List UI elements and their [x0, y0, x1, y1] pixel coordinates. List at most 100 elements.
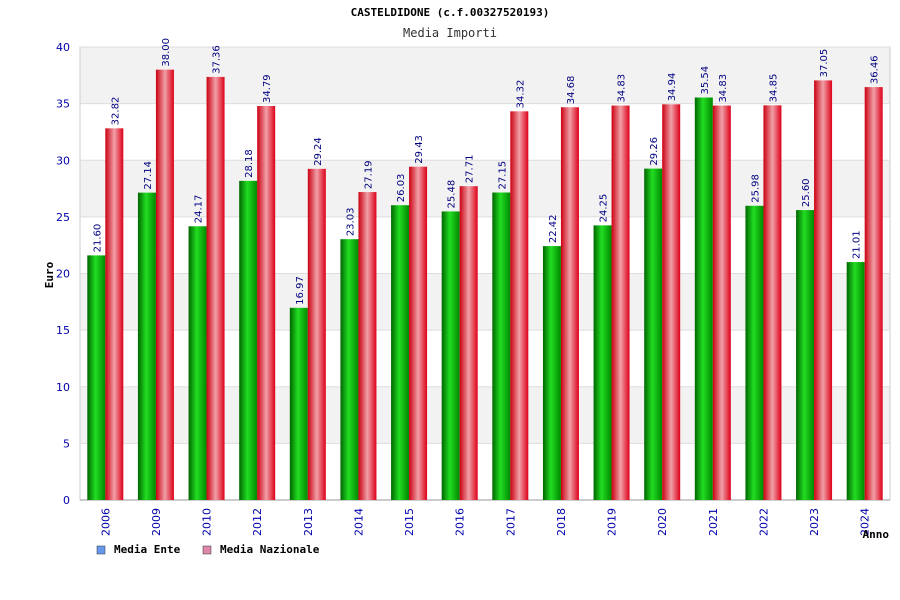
x-tick-label: 2022 — [757, 508, 770, 536]
x-tick-label: 2024 — [859, 508, 872, 536]
x-tick-label: 2009 — [150, 508, 163, 536]
bar-media-nazionale — [206, 76, 225, 500]
chart-subtitle: Media Importi — [403, 26, 497, 40]
bar-media-ente — [542, 246, 561, 500]
value-label: 34.85 — [768, 74, 779, 103]
x-tick-label: 2012 — [251, 508, 264, 536]
bar-media-nazionale — [409, 166, 428, 500]
value-labels-group: 21.60 32.82 27.14 38.00 24.17 37.36 28.18 34.79… — [92, 38, 880, 305]
x-tick-label: 2018 — [555, 508, 568, 536]
bar-media-ente — [239, 180, 258, 500]
x-tick-label: 2015 — [403, 508, 416, 536]
value-label: 16.97 — [295, 276, 306, 305]
y-axis-label: Euro — [43, 261, 56, 288]
bar-media-ente — [492, 192, 511, 500]
bar-media-nazionale — [257, 106, 276, 501]
legend-swatch-media-nazionale — [202, 545, 212, 555]
bar-media-nazionale — [662, 104, 681, 500]
bar-media-nazionale — [814, 80, 833, 500]
value-label: 27.19 — [363, 160, 374, 189]
x-tick-label: 2010 — [201, 508, 214, 536]
bar-media-nazionale — [510, 111, 529, 501]
value-label: 25.60 — [801, 178, 812, 207]
value-label: 34.79 — [262, 74, 273, 103]
value-label: 29.26 — [649, 137, 660, 166]
y-tick-label: 20 — [56, 268, 70, 281]
value-label: 38.00 — [161, 38, 172, 67]
bar-media-nazionale — [864, 87, 883, 500]
bar-media-ente — [593, 225, 612, 500]
bar-media-nazionale — [611, 105, 630, 501]
chart-title: CASTELDIDONE (c.f.00327520193) — [351, 6, 550, 19]
value-label: 24.25 — [599, 194, 610, 223]
value-label: 35.54 — [700, 66, 711, 95]
value-label: 24.17 — [194, 195, 205, 224]
y-tick-label: 0 — [63, 494, 70, 507]
legend-label-media-ente: Media Ente — [114, 543, 181, 556]
x-tick-label: 2019 — [606, 508, 619, 536]
value-label: 34.83 — [718, 74, 729, 103]
bar-media-ente — [846, 262, 865, 500]
x-tick-label: 2021 — [707, 508, 720, 536]
y-axis-ticks: 0 5 10 15 20 25 30 35 40 — [56, 41, 70, 507]
bar-media-nazionale — [712, 105, 731, 501]
y-tick-label: 40 — [56, 41, 70, 54]
value-label: 32.82 — [110, 97, 121, 126]
x-tick-label: 2023 — [808, 508, 821, 536]
bar-media-nazionale — [307, 168, 326, 500]
value-label: 37.36 — [212, 45, 223, 74]
value-label: 34.94 — [667, 73, 678, 102]
legend-swatch-media-ente — [96, 545, 106, 555]
value-label: 21.01 — [852, 230, 863, 259]
bar-media-ente — [340, 239, 359, 501]
bar-media-nazionale — [459, 186, 478, 500]
bar-media-ente — [796, 210, 815, 500]
bar-media-ente — [391, 205, 410, 500]
x-tick-label: 2014 — [352, 508, 365, 536]
y-tick-label: 25 — [56, 211, 70, 224]
bar-media-ente — [694, 97, 713, 501]
value-label: 28.18 — [244, 149, 255, 178]
y-tick-label: 5 — [63, 437, 70, 450]
value-label: 25.98 — [750, 174, 761, 203]
value-label: 34.68 — [566, 76, 577, 105]
bar-media-ente — [137, 192, 156, 500]
value-label: 27.14 — [143, 161, 154, 190]
bar-media-ente — [289, 307, 308, 500]
value-label: 27.71 — [465, 155, 476, 184]
value-label: 26.03 — [396, 174, 407, 203]
bar-media-ente — [745, 205, 764, 501]
bar-media-nazionale — [763, 105, 782, 500]
value-label: 27.15 — [497, 161, 508, 190]
x-axis-ticks: 2006 2009 2010 2012 2013 2014 2015 2016 2017 2018… — [99, 508, 871, 536]
value-label: 21.60 — [92, 224, 103, 253]
y-tick-label: 15 — [56, 324, 70, 337]
y-tick-label: 35 — [56, 98, 70, 111]
bars-group — [87, 69, 883, 501]
bar-media-ente — [87, 255, 106, 500]
value-label: 22.42 — [548, 214, 559, 243]
x-tick-label: 2017 — [504, 508, 517, 536]
value-label: 23.03 — [345, 208, 356, 237]
bar-media-ente — [644, 168, 663, 500]
x-tick-label: 2016 — [454, 508, 467, 536]
value-label: 34.32 — [515, 80, 526, 109]
bar-media-nazionale — [560, 107, 579, 501]
legend: Media Ente Media Nazionale — [96, 543, 320, 556]
x-tick-label: 2020 — [656, 508, 669, 536]
value-label: 37.05 — [819, 49, 830, 78]
value-label: 29.43 — [414, 135, 425, 164]
bar-media-ente — [441, 211, 460, 500]
value-label: 29.24 — [313, 137, 324, 166]
bar-media-nazionale — [155, 69, 174, 501]
bar-media-nazionale — [105, 128, 124, 500]
x-axis-label: Anno — [863, 528, 890, 541]
value-label: 34.83 — [617, 74, 628, 103]
x-tick-label: 2006 — [99, 508, 112, 536]
bar-media-nazionale — [358, 192, 377, 501]
value-label: 25.48 — [447, 180, 458, 209]
bar-media-ente — [188, 226, 207, 500]
value-label: 36.46 — [870, 55, 881, 84]
y-tick-label: 30 — [56, 154, 70, 167]
